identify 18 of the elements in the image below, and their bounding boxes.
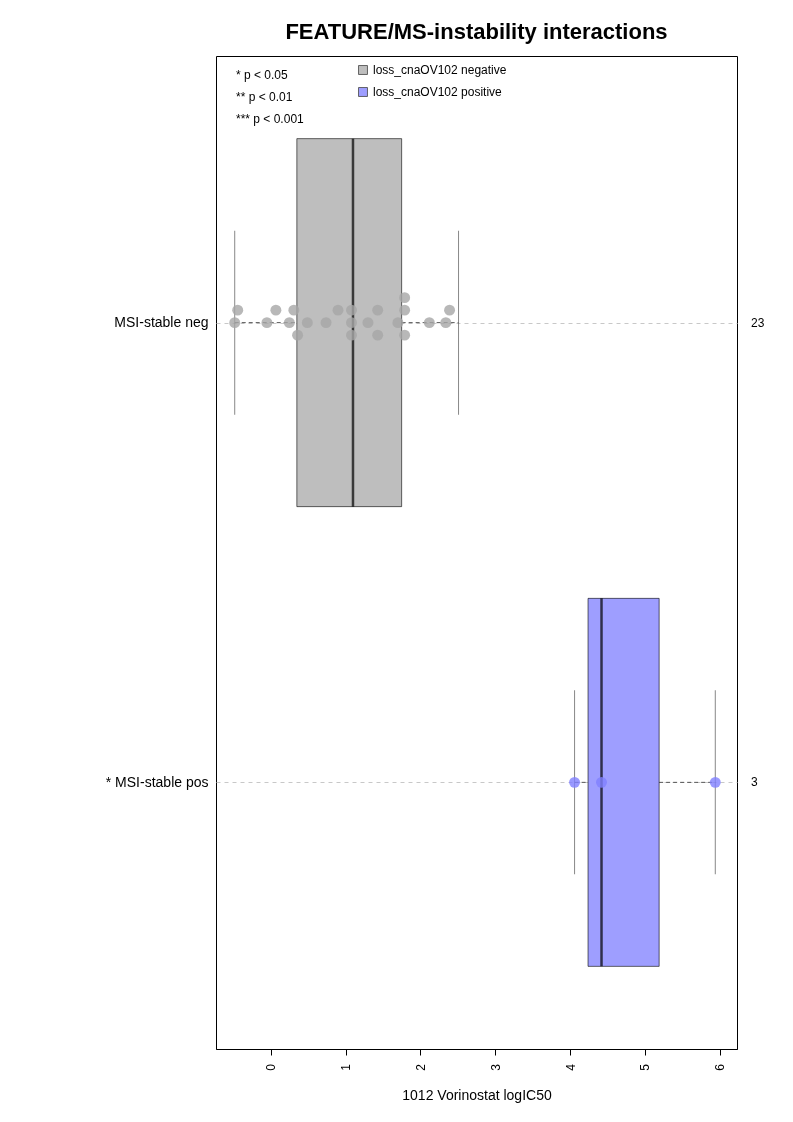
legend-label: loss_cnaOV102 negative [373,63,507,77]
annotation: *** p < 0.001 [236,112,305,126]
annotation: * p < 0.05 [236,68,289,82]
x-tick-label: 5 [638,1063,653,1071]
text: 3 [751,775,758,790]
x-tick-label: 0 [264,1063,279,1071]
x-tick-label: 1 [339,1063,353,1071]
x-tick-label: 2 [413,1063,428,1071]
y-tick-label: * MSI-stable pos [105,773,209,790]
legend-label: loss_cnaOV102 positive [373,85,503,99]
x-tick-label: 3 [488,1063,503,1071]
annotation: ** p < 0.01 [236,90,293,104]
chart-title: FEATURE/MS-instability interactions [285,19,668,44]
text: 23 [751,315,765,330]
x-tick-label: 6 [713,1063,728,1071]
x-tick-label: 4 [563,1063,578,1071]
y-tick-label: MSI-stable neg [114,314,209,331]
x-axis-title: 1012 Vorinostat logIC50 [402,1086,552,1103]
